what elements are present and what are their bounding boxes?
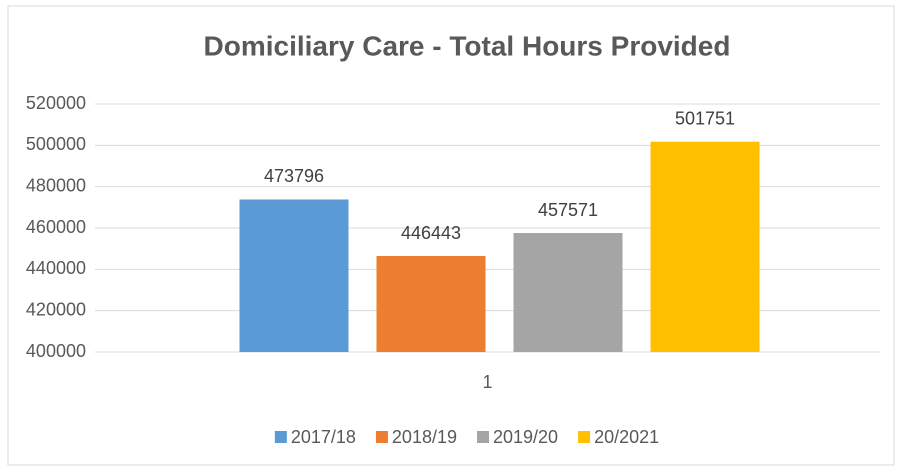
y-tick-label: 520000	[26, 93, 86, 113]
legend-swatch	[477, 431, 489, 443]
data-label: 473796	[264, 166, 324, 186]
bar	[650, 141, 760, 352]
bar	[376, 256, 486, 352]
data-label: 457571	[538, 200, 598, 220]
legend-label: 2018/19	[392, 427, 457, 447]
data-label: 446443	[401, 223, 461, 243]
legend-swatch	[578, 431, 591, 443]
chart-title: Domiciliary Care - Total Hours Provided	[204, 30, 731, 61]
y-tick-label: 460000	[26, 217, 86, 237]
y-tick-label: 480000	[26, 175, 86, 195]
legend-label: 2019/20	[493, 427, 558, 447]
legend-label: 2017/18	[291, 427, 356, 447]
y-tick-label: 500000	[26, 134, 86, 154]
x-tick-label: 1	[482, 372, 492, 392]
y-tick-label: 400000	[26, 341, 86, 361]
legend-swatch	[375, 431, 388, 443]
data-label: 501751	[675, 108, 735, 128]
legend-swatch	[274, 431, 287, 443]
bar	[239, 199, 349, 352]
y-tick-label: 440000	[26, 258, 86, 278]
legend-label: 20/2021	[594, 427, 659, 447]
y-tick-label: 420000	[26, 299, 86, 319]
bar	[513, 233, 623, 352]
